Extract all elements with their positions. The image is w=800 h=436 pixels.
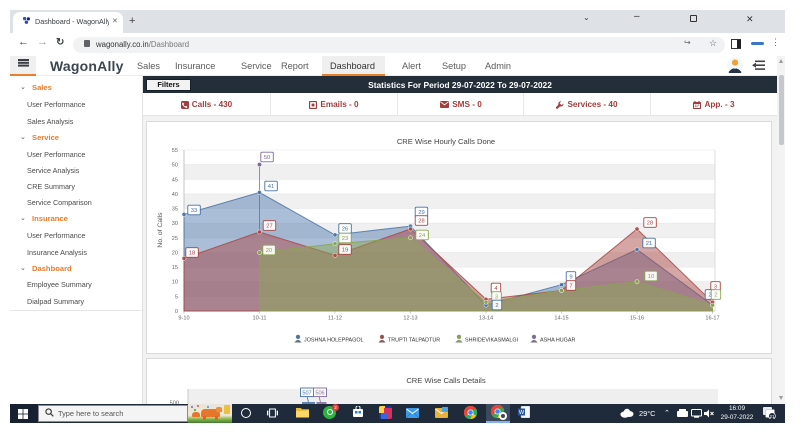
svg-text:5: 5 bbox=[175, 294, 178, 300]
svg-text:2: 2 bbox=[495, 303, 498, 309]
svg-text:SHRIDEVIKASMALGI: SHRIDEVIKASMALGI bbox=[465, 337, 518, 343]
svg-text:2: 2 bbox=[714, 293, 717, 299]
svg-text:2: 2 bbox=[708, 293, 711, 299]
svg-text:9: 9 bbox=[569, 275, 572, 281]
svg-text:45: 45 bbox=[172, 177, 178, 183]
svg-text:TRUPTI TALPADTUR: TRUPTI TALPADTUR bbox=[388, 337, 440, 343]
svg-text:10-11: 10-11 bbox=[253, 316, 267, 322]
svg-text:CRE Wise Calls Details: CRE Wise Calls Details bbox=[406, 376, 486, 385]
svg-text:CRE Wise Hourly Calls Done: CRE Wise Hourly Calls Done bbox=[397, 137, 495, 146]
svg-text:ASHA HUGAR: ASHA HUGAR bbox=[540, 337, 575, 343]
svg-text:29: 29 bbox=[418, 210, 424, 216]
svg-text:11-12: 11-12 bbox=[328, 316, 342, 322]
svg-text:500: 500 bbox=[170, 401, 179, 405]
svg-text:50: 50 bbox=[172, 163, 178, 169]
svg-text:506: 506 bbox=[315, 391, 324, 397]
svg-text:16-17: 16-17 bbox=[705, 316, 719, 322]
svg-text:JOSHNA HOLEPPAGOL: JOSHNA HOLEPPAGOL bbox=[304, 337, 364, 343]
svg-text:55: 55 bbox=[172, 148, 178, 154]
svg-text:7: 7 bbox=[569, 284, 572, 290]
svg-text:15-16: 15-16 bbox=[630, 316, 644, 322]
svg-text:20: 20 bbox=[266, 248, 272, 254]
svg-text:24: 24 bbox=[419, 233, 426, 239]
svg-text:21: 21 bbox=[769, 414, 775, 419]
svg-text:20: 20 bbox=[172, 251, 178, 257]
svg-text:507: 507 bbox=[302, 391, 311, 397]
svg-text:28: 28 bbox=[647, 221, 653, 227]
svg-text:30: 30 bbox=[172, 221, 178, 227]
svg-text:35: 35 bbox=[172, 207, 178, 213]
svg-text:28: 28 bbox=[418, 219, 424, 225]
svg-text:W: W bbox=[519, 410, 525, 416]
svg-text:10: 10 bbox=[172, 280, 178, 286]
svg-text:18: 18 bbox=[189, 251, 195, 257]
svg-text:27: 27 bbox=[266, 224, 272, 230]
svg-text:10: 10 bbox=[648, 274, 654, 280]
svg-text:No. of Calls: No. of Calls bbox=[157, 212, 164, 248]
svg-text:3: 3 bbox=[714, 285, 717, 291]
svg-text:50: 50 bbox=[264, 155, 270, 161]
svg-text:25: 25 bbox=[172, 236, 178, 242]
svg-text:40: 40 bbox=[172, 192, 178, 198]
svg-text:26: 26 bbox=[342, 227, 348, 233]
svg-text:21: 21 bbox=[646, 241, 652, 247]
svg-text:33: 33 bbox=[191, 208, 197, 214]
svg-text:13-14: 13-14 bbox=[479, 316, 493, 322]
svg-text:14-15: 14-15 bbox=[554, 316, 568, 322]
svg-text:15: 15 bbox=[172, 265, 178, 271]
svg-text:3: 3 bbox=[495, 295, 498, 301]
svg-text:12-13: 12-13 bbox=[403, 316, 417, 322]
svg-text:19: 19 bbox=[342, 248, 348, 254]
svg-text:4: 4 bbox=[494, 286, 498, 292]
svg-text:0: 0 bbox=[175, 309, 178, 315]
svg-text:9-10: 9-10 bbox=[178, 316, 189, 322]
svg-text:41: 41 bbox=[268, 184, 274, 190]
svg-text:23: 23 bbox=[342, 236, 348, 242]
